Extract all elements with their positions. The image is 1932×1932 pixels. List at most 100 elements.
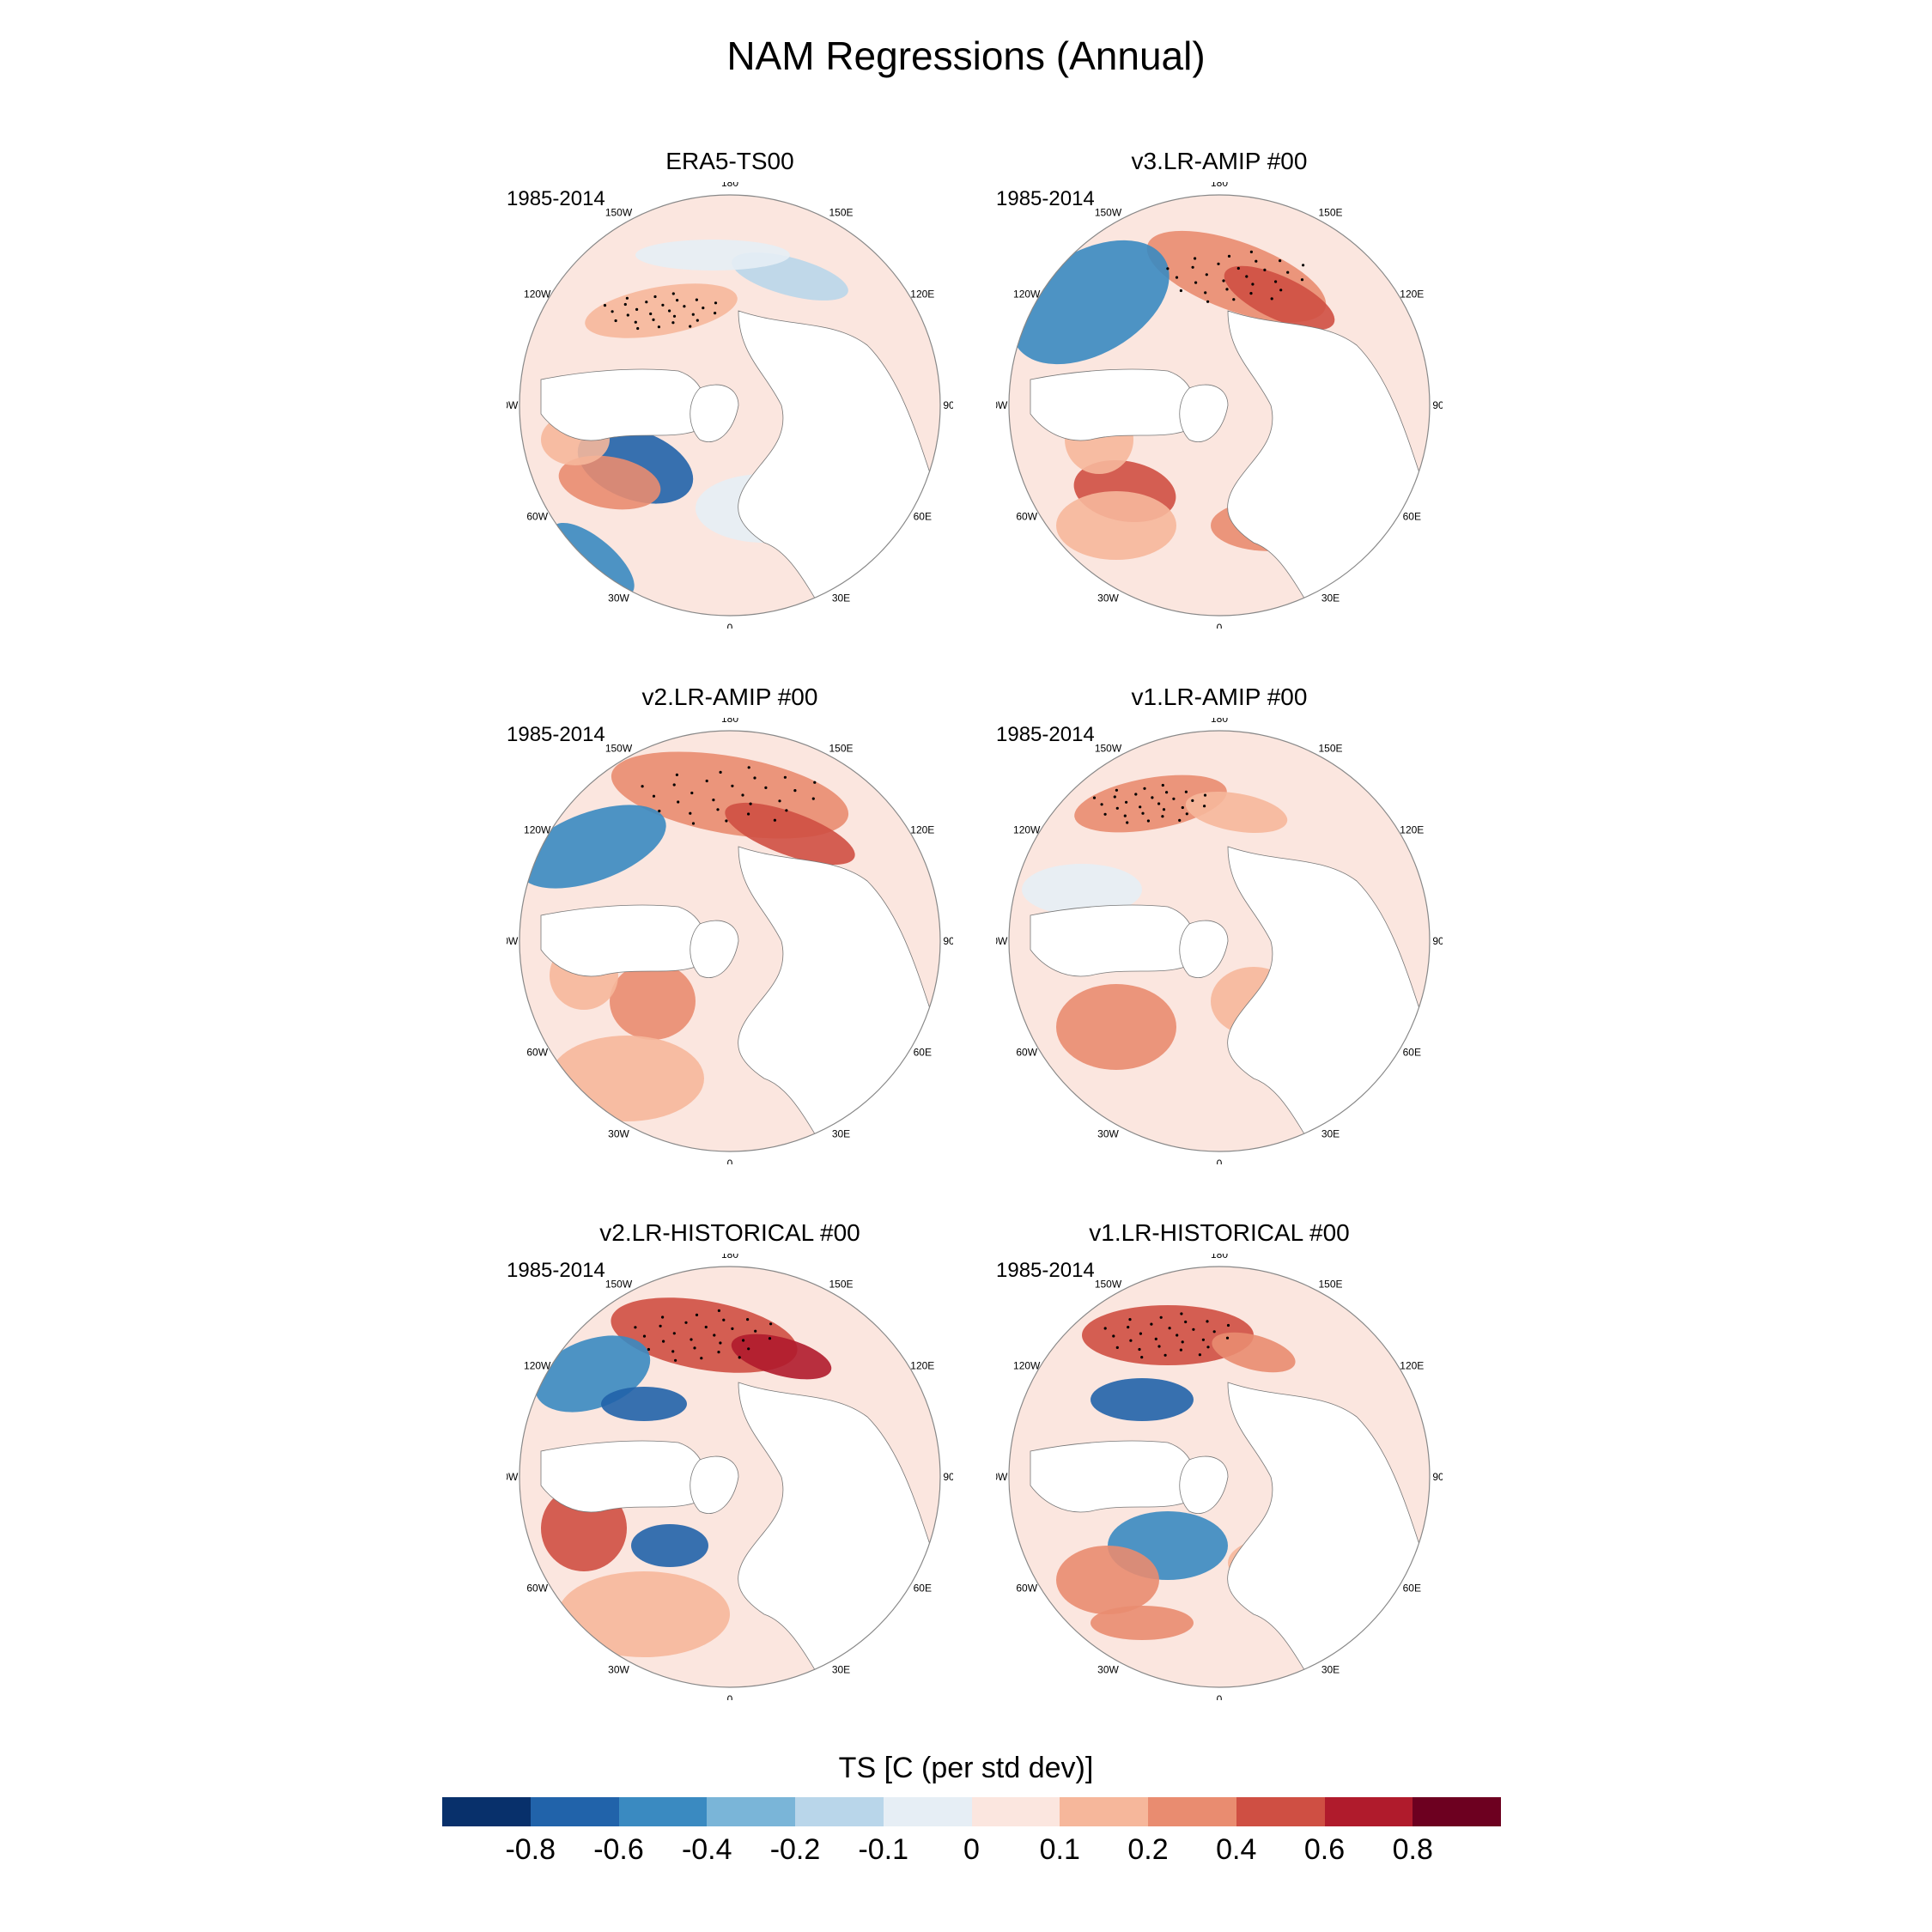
significance-dot: [1194, 257, 1197, 260]
longitude-label: 90E: [1432, 1471, 1443, 1483]
longitude-label: 60E: [914, 1583, 932, 1595]
significance-dot: [649, 312, 653, 316]
significance-dot: [1225, 288, 1229, 291]
longitude-label: 60W: [1016, 1047, 1037, 1059]
significance-dot: [1161, 815, 1164, 818]
longitude-label: 30W: [1097, 1663, 1119, 1675]
significance-dot: [1198, 1353, 1201, 1357]
colorbar-tick-label: 0.8: [1392, 1833, 1433, 1866]
longitude-label: 150W: [1095, 207, 1122, 219]
longitude-label: 120E: [910, 824, 934, 836]
longitude-label: 60E: [914, 511, 932, 523]
colorbar-tick-label: -0.8: [505, 1833, 556, 1866]
longitude-label: 60W: [1016, 511, 1037, 523]
colorbar-swatch: [1236, 1797, 1325, 1826]
significance-dot: [813, 781, 817, 784]
anomaly-region: [1082, 1305, 1254, 1365]
significance-dot: [712, 799, 715, 802]
longitude-label: 30W: [1097, 592, 1119, 604]
significance-dot: [1179, 289, 1182, 293]
significance-dot: [1270, 297, 1273, 301]
longitude-label: 180: [1211, 718, 1228, 725]
colorbar: [442, 1797, 1501, 1826]
anomaly-region: [635, 240, 790, 270]
longitude-label: 60E: [1403, 511, 1421, 523]
significance-dot: [671, 292, 675, 295]
significance-dot: [695, 298, 698, 301]
panel-period: 1985-2014: [996, 1259, 1095, 1282]
longitude-label: 180: [721, 182, 738, 189]
anomaly-region: [1212, 1332, 1296, 1373]
longitude-label: 180: [721, 1254, 738, 1261]
significance-dot: [1172, 797, 1176, 800]
longitude-label: 60E: [1403, 1047, 1421, 1059]
significance-dot: [1232, 298, 1236, 301]
significance-dot: [1140, 1356, 1144, 1359]
significance-dot: [1192, 1327, 1195, 1331]
significance-dot: [714, 301, 718, 305]
significance-dot: [691, 313, 695, 316]
longitude-label: 90E: [1432, 935, 1443, 947]
polar-map: 180 150E 120E 90E 60E 30E 0 30W 60W 90W 120W 150W: [507, 718, 953, 1164]
longitude-label: 30E: [832, 1663, 850, 1675]
significance-dot: [1115, 1346, 1119, 1349]
significance-dot: [1279, 289, 1283, 292]
longitude-label: 60W: [526, 1047, 548, 1059]
panel-title: v2.LR-HISTORICAL #00: [599, 1219, 860, 1246]
significance-dot: [1163, 1353, 1167, 1357]
significance-dot: [754, 1329, 757, 1333]
significance-dot: [1300, 278, 1304, 282]
significance-dot: [1143, 787, 1146, 790]
significance-dot: [1179, 1348, 1182, 1352]
significance-dot: [1236, 266, 1240, 270]
polar-map: 180 150E 120E 90E 60E 30E 0 30W 60W 90W 120W 150W: [996, 1254, 1443, 1700]
longitude-label: 180: [721, 718, 738, 725]
significance-dot: [1139, 805, 1142, 809]
significance-dot: [1129, 1339, 1133, 1342]
significance-dot: [1176, 1334, 1179, 1337]
significance-dot: [1279, 259, 1282, 263]
significance-dot: [1274, 280, 1278, 283]
map-panel-v1-historical: v1.LR-HISTORICAL #00 1985-2014 180 150E 12…: [996, 1219, 1443, 1700]
significance-dot: [672, 783, 676, 787]
colorbar-tick-label: 0.1: [1039, 1833, 1080, 1866]
anomaly-region: [731, 1334, 832, 1380]
significance-dot: [623, 302, 627, 307]
significance-dot: [1175, 276, 1179, 279]
anomaly-region: [1091, 1378, 1194, 1421]
significance-dot: [1146, 819, 1150, 823]
significance-dot: [1165, 791, 1169, 794]
longitude-label: 60W: [526, 511, 548, 523]
figure-title: NAM Regressions (Annual): [726, 33, 1206, 78]
anomaly-region: [1185, 791, 1288, 834]
longitude-label: 90E: [943, 399, 953, 411]
significance-dot: [1115, 788, 1118, 792]
significance-dot: [1103, 812, 1107, 816]
anomaly-region: [550, 1036, 704, 1121]
longitude-label: 150W: [605, 207, 633, 219]
longitude-label: 180: [1211, 1254, 1228, 1261]
significance-dot: [811, 797, 815, 800]
significance-dot: [1222, 279, 1225, 283]
longitude-label: 30E: [1321, 592, 1340, 604]
significance-dot: [603, 304, 607, 307]
significance-dot: [611, 310, 614, 313]
significance-dot: [642, 1334, 647, 1338]
map-border: [1008, 1266, 1431, 1688]
significance-dot: [1161, 783, 1164, 787]
significance-dot: [1178, 818, 1182, 822]
colorbar-swatch: [707, 1797, 795, 1826]
significance-dot: [1206, 300, 1210, 303]
longitude-label: 150W: [1095, 1279, 1122, 1291]
significance-dot: [690, 791, 694, 795]
polar-map: 180 150E 120E 90E 60E 30E 0 30W 60W 90W 120W 150W: [507, 182, 953, 629]
significance-dot: [753, 776, 756, 780]
colorbar-tick-label: 0: [963, 1833, 980, 1866]
longitude-label: 150E: [829, 1279, 853, 1291]
colorbar-title: TS [C (per std dev)]: [838, 1752, 1094, 1784]
longitude-label: 150E: [1318, 207, 1342, 219]
significance-dot: [717, 1351, 720, 1354]
longitude-label: 0: [1217, 1157, 1223, 1164]
significance-dot: [1181, 805, 1184, 810]
colorbar-tick-label: 0.6: [1303, 1833, 1346, 1866]
